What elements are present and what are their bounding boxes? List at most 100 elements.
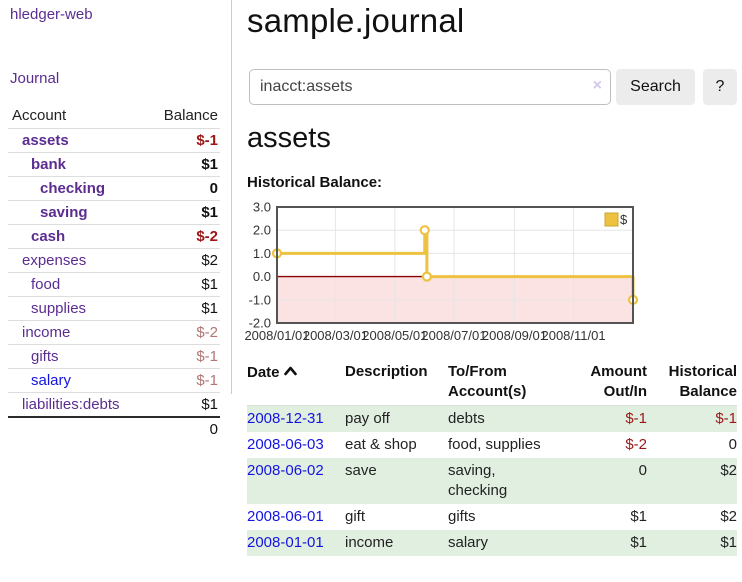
sidebar-divider [231,0,232,394]
transaction-date-link[interactable]: 2008-01-01 [247,534,324,551]
transaction-balance-cell: 0 [728,436,737,453]
transaction-date-link[interactable]: 2008-06-02 [247,462,324,479]
search-input[interactable] [249,69,611,105]
account-link-salary[interactable]: salary [31,372,72,389]
chart-x-tick-label: 2008/07/01 [421,328,486,343]
account-row: assets $-1 [8,128,220,152]
transaction-description-cell: pay off [345,410,390,427]
transaction-accounts-cell: food, supplies [448,436,541,453]
chart-data-point-marker[interactable] [419,225,430,236]
account-link-supplies[interactable]: supplies [31,300,87,317]
accounts-header: Account Balance [8,102,220,128]
chart-x-tick-label: 2008/03/01 [303,328,368,343]
account-balance: $2 [201,252,218,269]
transaction-date-link[interactable]: 2008-12-31 [247,410,324,427]
chart-x-tick-label: 2008/01/01 [244,328,309,343]
accounts-header-account: Account [12,106,67,124]
chart-legend-swatch [604,212,619,227]
search-button[interactable]: Search [616,69,695,105]
chart-y-tick-label: 3.0 [253,200,271,215]
chart-y-tick-label: -2.0 [249,316,271,331]
account-row: bank $1 [8,152,220,176]
account-section-title: assets [247,122,331,154]
transaction-accounts-cell: salary [448,534,489,551]
transaction-date-link[interactable]: 2008-06-01 [247,508,324,525]
accounts-total-value: 0 [209,421,218,438]
transaction-date-cell: 2008-06-03 [247,432,345,458]
chart-y-tick-label: 1.0 [253,246,271,261]
column-header-accounts: To/From Account(s) [448,360,565,406]
historical-balance-chart[interactable]: 3.0 2.0 1.0 0.0 -1.0 -2.0 2008/01/01 2008/03/01… [244,200,644,350]
account-row: checking 0 [8,176,220,200]
transaction-date-cell: 2008-12-31 [247,406,345,433]
account-link-bank[interactable]: bank [31,156,67,173]
account-row: saving $1 [8,200,220,224]
account-link-assets[interactable]: assets [22,132,69,149]
account-balance: $1 [201,300,218,317]
account-link-gifts[interactable]: gifts [31,348,59,365]
account-balance: $1 [201,204,218,221]
chart-plot-border [276,206,634,324]
transaction-description-cell: gift [345,508,366,525]
account-link-income[interactable]: income [22,324,71,341]
transaction-row: 2008-06-02 save saving, checking 0 $2 [247,458,737,504]
transaction-amount-cell: $1 [630,534,647,551]
chart-y-tick-label: 0.0 [253,269,271,284]
transaction-date-link[interactable]: 2008-06-03 [247,436,324,453]
chart-data-point-marker[interactable] [421,271,432,282]
brand-link[interactable]: hledger-web [10,6,93,23]
transaction-amount-cell: $1 [630,508,647,525]
register-table: Date Description To/From Account(s) Amou… [247,360,737,556]
accounts-total-row: 0 [8,416,220,441]
transaction-amount-cell: $-1 [625,410,647,427]
account-row: salary $-1 [8,368,220,392]
clear-search-icon[interactable]: × [592,77,602,94]
column-header-date-label: Date [247,364,280,381]
transaction-accounts-cell: saving, checking [448,462,508,499]
transaction-balance-cell: $-1 [715,410,737,427]
transaction-accounts-cell: gifts [448,508,476,525]
chart-y-tick-label: 2.0 [253,223,271,238]
account-link-checking[interactable]: checking [40,180,106,197]
transaction-amount-cell: 0 [638,462,647,479]
chart-x-tick-label: 2008/09/01 [482,328,547,343]
account-row: expenses $2 [8,248,220,272]
transaction-row: 2008-06-03 eat & shop food, supplies $-2 0 [247,432,737,458]
chart-y-tick-label: -1.0 [249,292,271,307]
account-row: income $-2 [8,320,220,344]
transaction-row: 2008-06-01 gift gifts $1 $2 [247,504,737,530]
transaction-description-cell: income [345,534,394,551]
accounts-list: assets $-1 bank $1 checking 0 saving $1 cash $-2 e… [8,128,220,416]
transaction-balance-cell: $2 [720,508,737,525]
column-header-description: Description [345,360,448,406]
account-link-food[interactable]: food [31,276,61,293]
sidebar-item-journal[interactable]: Journal [10,70,60,87]
accounts-panel: Account Balance assets $-1 bank $1 checking 0… [8,102,220,441]
account-balance: $-1 [196,132,218,149]
account-balance: $1 [201,156,218,173]
transaction-accounts-cell: debts [448,410,485,427]
account-balance: 0 [209,180,218,197]
account-balance: $-1 [196,348,218,365]
chart-x-tick-label: 2008/05/01 [362,328,427,343]
account-balance: $1 [201,396,218,413]
account-row: cash $-2 [8,224,220,248]
transaction-description-cell: eat & shop [345,436,417,453]
transaction-balance-cell: $1 [720,534,737,551]
sort-ascending-icon [283,362,297,382]
column-header-date[interactable]: Date [247,360,345,406]
chart-canvas[interactable]: 3.0 2.0 1.0 0.0 -1.0 -2.02008/01/012008/03/01… [244,200,644,350]
account-link-cash[interactable]: cash [31,228,66,245]
account-balance: $1 [201,276,218,293]
account-link-liabilities-debts[interactable]: liabilities:debts [22,396,120,413]
transaction-amount-cell: $-2 [625,436,647,453]
account-balance: $-2 [196,324,218,341]
account-row: gifts $-1 [8,344,220,368]
help-button[interactable]: ? [703,69,737,105]
transaction-date-cell: 2008-06-02 [247,458,345,504]
transaction-row: 2008-01-01 income salary $1 $1 [247,530,737,556]
account-link-expenses[interactable]: expenses [22,252,87,269]
transaction-row: 2008-12-31 pay off debts $-1 $-1 [247,405,737,433]
chart-legend-label: $ [620,212,628,227]
account-link-saving[interactable]: saving [40,204,88,221]
